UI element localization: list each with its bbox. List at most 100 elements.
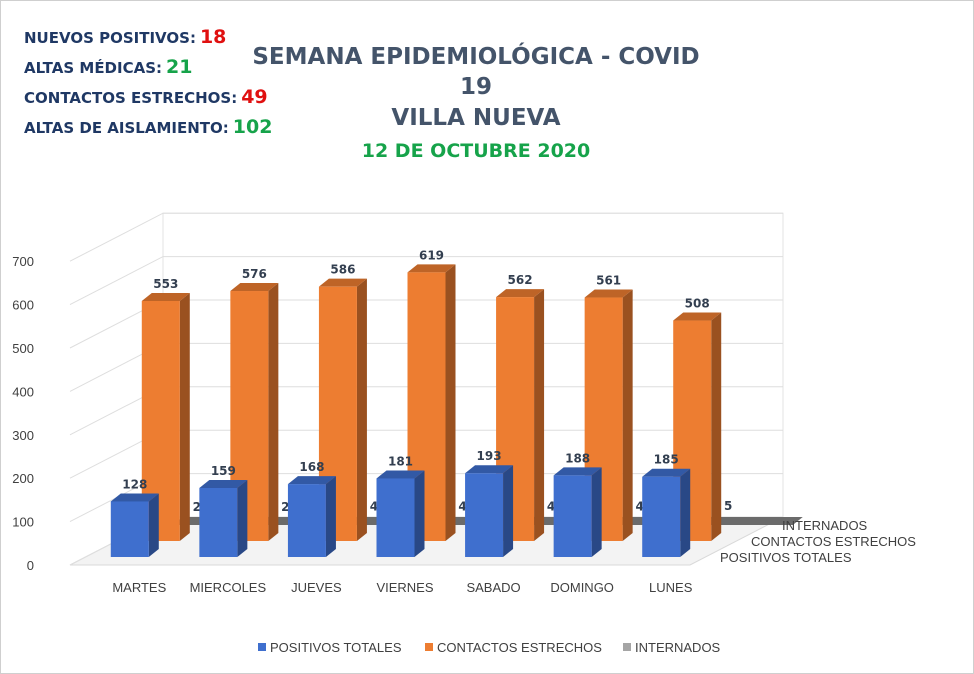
header-line-1: SEMANA EPIDEMIOLÓGICA - COVID 19 [252,44,700,100]
data-label: 168 [299,460,324,474]
y-tick-label: 700 [12,254,34,269]
bar-face [553,475,592,557]
bar-side [325,476,336,557]
legend-item: POSITIVOS TOTALES [258,640,402,655]
bar-side [414,470,425,557]
stat-label: CONTACTOS ESTRECHOS: [24,89,238,107]
bar-positivos-totales: 168 [287,460,336,557]
stat-value: 102 [232,116,273,138]
bar-side [356,278,367,541]
bar-side [445,264,456,541]
data-label: 193 [477,449,502,463]
bar-top [407,264,456,273]
bar-side [534,289,545,541]
x-tick-label: LUNES [649,580,693,595]
data-label: 619 [419,248,444,262]
gridline [69,212,783,262]
bar-top [199,479,248,488]
stat-contactos-estrechos: CONTACTOS ESTRECHOS: 49 [24,82,272,112]
bar-internados: 5 [704,499,803,525]
bar-top [465,465,514,474]
bar-side [268,283,279,541]
bar-side [680,468,691,557]
x-tick-label: SABADO [466,580,520,595]
bar-contactos-estrechos: 619 [407,248,456,541]
header-line-3: 12 DE OCTUBRE 2020 [361,140,591,162]
bar-face [287,484,326,557]
y-tick-label: 600 [12,298,34,313]
bar-positivos-totales: 128 [110,477,159,557]
x-tick-label: DOMINGO [550,580,614,595]
bar-top [287,476,336,485]
bar-top [110,493,159,502]
bar-top [673,312,722,321]
bar-positivos-totales: 193 [465,449,514,557]
data-label: 188 [565,451,590,465]
data-label: 4 [458,499,466,513]
gridline [69,256,783,306]
header-line-2: VILLA NUEVA [391,105,561,131]
bar-top [318,278,367,287]
chart-header: SEMANA EPIDEMIOLÓGICA - COVID 19 VILLA N… [236,42,716,168]
stat-value: 18 [199,26,227,48]
bar-side [622,289,633,541]
bar-face [110,501,149,557]
data-label: 5 [724,499,732,513]
bar-face [704,517,803,525]
stat-nuevos-positivos: NUEVOS POSITIVOS: 18 [24,22,272,52]
bar-side [237,479,248,557]
stat-label: ALTAS DE AISLAMIENTO: [24,119,229,137]
data-label: 128 [122,477,147,491]
stat-label: NUEVOS POSITIVOS: [24,29,196,47]
data-label: 159 [211,464,236,478]
legend-label: CONTACTOS ESTRECHOS [437,640,602,655]
x-tick-label: JUEVES [291,580,342,595]
stat-label: ALTAS MÉDICAS: [24,59,163,77]
bar-face [465,473,504,557]
bar-side [503,465,514,557]
bar-side [591,467,602,557]
bar-side [179,292,190,541]
legend-item: INTERNADOS [623,640,721,655]
stat-value: 21 [166,56,193,78]
depth-label: INTERNADOS [782,518,868,533]
legend-label: POSITIVOS TOTALES [270,640,402,655]
data-label: 561 [596,274,621,288]
bar-face [642,476,681,557]
bar-top [642,468,691,477]
y-tick-label: 400 [12,384,34,399]
depth-label: POSITIVOS TOTALES [720,550,852,565]
y-tick-label: 300 [12,428,34,443]
x-tick-label: VIERNES [376,580,433,595]
bar-side [711,312,722,541]
bar-top [141,292,190,301]
bar-face [376,478,415,557]
bar-positivos-totales: 159 [199,464,248,557]
data-label: 185 [654,453,679,467]
bar-positivos-totales: 181 [376,454,425,557]
x-tick-label: MIERCOLES [190,580,267,595]
bar-top [376,470,425,479]
data-label: 2 [281,500,289,514]
bar-top [553,467,602,476]
bar-top [230,283,279,292]
data-label: 586 [330,263,355,277]
stat-value: 49 [241,86,268,108]
x-tick-label: MARTES [112,580,166,595]
data-label: 4 [635,499,643,513]
bar-positivos-totales: 185 [642,453,691,557]
legend-swatch [425,643,433,651]
stat-altas-aislamiento: ALTAS DE AISLAMIENTO: 102 [24,112,272,142]
depth-label: CONTACTOS ESTRECHOS [751,534,916,549]
data-label: 4 [547,499,555,513]
bar-contactos-estrechos: 553 [141,277,190,541]
bar-top [584,289,633,298]
data-label: 508 [685,297,710,311]
data-label: 181 [388,454,413,468]
bar-contactos-estrechos: 586 [318,263,367,541]
legend-label: INTERNADOS [635,640,721,655]
bar-positivos-totales: 188 [553,451,602,557]
bar-top [496,289,545,298]
y-tick-label: 0 [27,558,34,573]
